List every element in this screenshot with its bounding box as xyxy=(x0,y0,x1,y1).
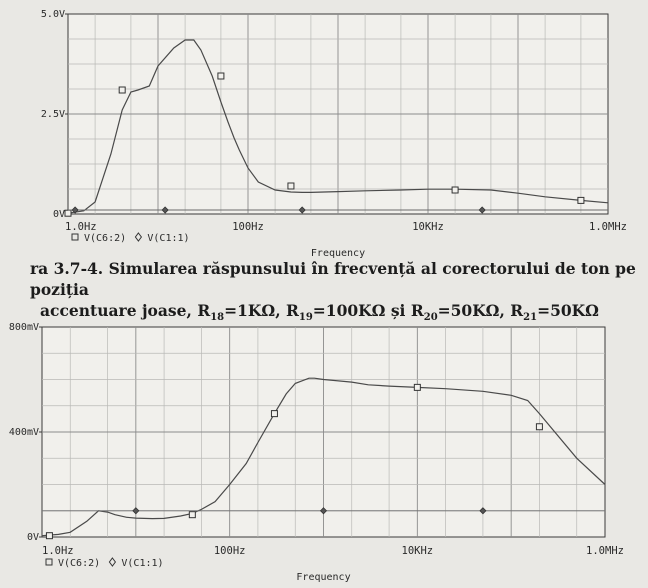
x-tick-label: 1.0Hz xyxy=(42,545,74,557)
caption-line-2: accentuare joase, R18=1KΩ, R19=100KΩ și … xyxy=(40,301,599,324)
x-axis-label: Frequency xyxy=(311,248,365,259)
data-point-diamond xyxy=(161,206,169,214)
data-point-diamond xyxy=(132,507,140,515)
legend-square-icon xyxy=(71,233,79,241)
data-point-diamond xyxy=(298,206,306,214)
x-tick-label: 10KHz xyxy=(402,545,434,557)
chart-legend: V(C6:2) V(C1:1) xyxy=(71,232,190,244)
caption-text-line-1: Simularea răspunsului în frecvență al co… xyxy=(30,259,636,299)
data-point-square xyxy=(270,410,278,418)
x-tick-label: 100Hz xyxy=(232,221,264,233)
y-tick-label: 0V xyxy=(27,532,39,543)
chart-2: 0V 400mV 800mV 1.0Hz 100Hz 10KHz 1.0MHz V(C6:2)… xyxy=(9,322,624,583)
y-tick-label: 2.5V xyxy=(41,109,65,120)
legend-label: V(C6:2) xyxy=(84,233,126,244)
x-tick-label: 100Hz xyxy=(214,545,246,557)
y-tick-label: 400mV xyxy=(9,427,39,438)
data-point-square xyxy=(413,383,421,391)
x-tick-label: 1.0MHz xyxy=(589,221,627,233)
x-tick-label: 10KHz xyxy=(412,221,444,233)
data-point-square xyxy=(287,182,295,190)
series-line-v-c6-2 xyxy=(41,377,606,537)
caption-figure-number: 3.7-4. xyxy=(53,259,104,278)
data-point-diamond xyxy=(479,507,487,515)
figure-caption: ra 3.7-4. Simularea răspunsului în frecv… xyxy=(30,258,640,328)
series-line-v-c6-2 xyxy=(67,39,609,214)
data-point-square xyxy=(45,532,53,540)
data-point-square xyxy=(217,72,225,80)
data-point-square xyxy=(577,196,585,204)
data-point-diamond xyxy=(478,206,486,214)
legend-label: V(C6:2) xyxy=(58,558,100,569)
data-point-diamond xyxy=(319,507,328,515)
data-point-square xyxy=(64,209,72,217)
caption-prefix: ra xyxy=(30,259,54,278)
y-tick-label: 5.0V xyxy=(41,9,65,20)
data-point-square xyxy=(188,511,196,519)
x-tick-label: 1.0Hz xyxy=(65,221,97,233)
y-tick-label: 0V xyxy=(53,209,65,220)
legend-label: V(C1:1) xyxy=(147,233,189,244)
legend-square-icon xyxy=(45,558,53,566)
x-tick-label: 1.0MHz xyxy=(586,545,624,557)
data-point-diamond xyxy=(71,206,79,214)
x-axis-label: Frequency xyxy=(296,572,350,583)
legend-diamond-icon xyxy=(108,557,117,567)
data-point-square xyxy=(451,186,459,194)
chart-legend: V(C6:2) V(C1:1) xyxy=(45,557,164,569)
legend-label: V(C1:1) xyxy=(121,558,163,569)
legend-diamond-icon xyxy=(134,232,143,242)
y-tick-label: 800mV xyxy=(9,322,39,333)
data-point-square xyxy=(118,86,126,94)
data-point-square xyxy=(535,423,543,431)
